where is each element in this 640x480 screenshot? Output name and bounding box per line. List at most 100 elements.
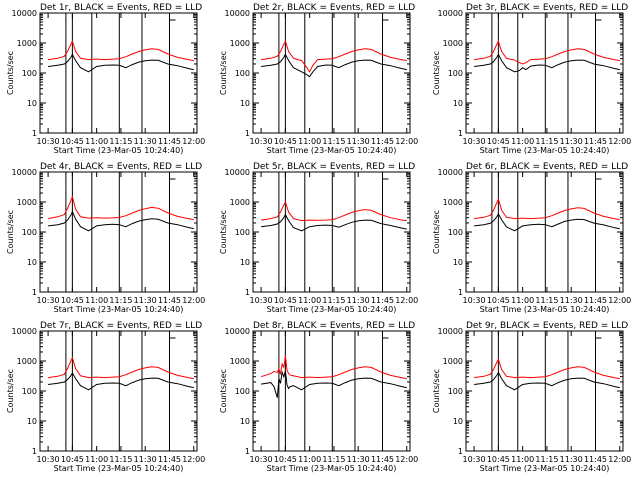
- x-tick-label: 10:30: [463, 455, 486, 464]
- x-axis-title: Start Time (23-Mar-05 10:24:40): [267, 146, 397, 155]
- x-axis-title: Start Time (23-Mar-05 10:24:40): [54, 305, 184, 314]
- y-tick-label: 1: [32, 288, 37, 297]
- y-axis-title: Counts/sec: [432, 369, 441, 413]
- y-tick-label: 1000: [17, 357, 37, 366]
- lld-series-line: [260, 355, 407, 380]
- y-tick-label: 1000: [230, 357, 250, 366]
- x-tick-label: 12:00: [182, 455, 205, 464]
- y-tick-label: 100: [448, 228, 463, 237]
- y-tick-label: 1: [245, 129, 250, 138]
- events-series-line: [48, 210, 194, 232]
- detector-panel-8: Det 8r, BLACK = Events, RED = LLD 1 10 100 1…: [219, 321, 418, 473]
- x-tick-label: 11:00: [298, 137, 321, 146]
- y-tick-label: 1: [458, 129, 463, 138]
- x-tick-label: 11:45: [584, 455, 607, 464]
- x-tick-label: 11:00: [511, 137, 534, 146]
- y-tick-label: 10: [240, 417, 250, 426]
- panel-title: Det 7r, BLACK = Events, RED = LLD: [40, 321, 202, 331]
- x-tick-label: 11:45: [584, 137, 607, 146]
- x-tick-label: 11:45: [371, 137, 394, 146]
- y-tick-label: 10: [453, 99, 463, 108]
- y-axis-title: Counts/sec: [6, 210, 15, 254]
- y-tick-label: 10: [453, 258, 463, 267]
- x-tick-label: 11:00: [85, 296, 108, 305]
- y-tick-label: 1000: [230, 39, 250, 48]
- bracket-mark: [168, 174, 176, 180]
- x-tick-label: 11:15: [109, 296, 132, 305]
- y-tick-label: 10000: [12, 168, 37, 177]
- x-tick-label: 11:30: [560, 137, 583, 146]
- x-tick-label: 12:00: [395, 296, 418, 305]
- x-tick-label: 11:45: [158, 137, 181, 146]
- x-tick-label: 12:00: [608, 455, 631, 464]
- events-series-line: [48, 53, 194, 73]
- panel-title: Det 6r, BLACK = Events, RED = LLD: [466, 162, 628, 172]
- x-tick-label: 12:00: [182, 296, 205, 305]
- x-tick-label: 11:30: [347, 296, 370, 305]
- x-axis-title: Start Time (23-Mar-05 10:24:40): [54, 464, 184, 473]
- plot-frame: [39, 171, 198, 293]
- x-tick-label: 11:30: [347, 137, 370, 146]
- x-tick-label: 11:30: [134, 296, 157, 305]
- detector-panel-3: Det 3r, BLACK = Events, RED = LLD 1 10 100 1…: [432, 3, 631, 155]
- y-tick-label: 10: [240, 99, 250, 108]
- lld-series-line: [48, 356, 194, 380]
- y-axis-title: Counts/sec: [219, 210, 228, 254]
- x-tick-label: 11:00: [85, 137, 108, 146]
- lld-series-line: [261, 200, 407, 222]
- x-tick-label: 11:30: [560, 296, 583, 305]
- y-tick-label: 100: [235, 387, 250, 396]
- bracket-mark: [381, 15, 389, 21]
- bracket-mark: [381, 174, 389, 180]
- y-axis-title: Counts/sec: [432, 51, 441, 95]
- lld-series-line: [48, 195, 194, 221]
- y-tick-label: 10000: [438, 168, 463, 177]
- detector-panel-9: Det 9r, BLACK = Events, RED = LLD 1 10 100 1…: [432, 321, 631, 473]
- x-tick-label: 10:45: [61, 455, 84, 464]
- x-tick-label: 11:00: [298, 455, 321, 464]
- x-tick-label: 11:00: [298, 296, 321, 305]
- x-tick-label: 11:15: [109, 455, 132, 464]
- x-tick-label: 12:00: [395, 455, 418, 464]
- y-tick-label: 10: [240, 258, 250, 267]
- panel-title: Det 8r, BLACK = Events, RED = LLD: [253, 321, 415, 331]
- events-series-line: [474, 371, 620, 391]
- x-axis-title: Start Time (23-Mar-05 10:24:40): [480, 305, 610, 314]
- x-axis-title: Start Time (23-Mar-05 10:24:40): [480, 464, 610, 473]
- y-axis-title: Counts/sec: [219, 369, 228, 413]
- x-tick-label: 12:00: [395, 137, 418, 146]
- x-tick-label: 10:30: [37, 137, 60, 146]
- y-tick-label: 10000: [225, 9, 250, 18]
- events-series-line: [261, 53, 407, 78]
- panel-title: Det 4r, BLACK = Events, RED = LLD: [40, 162, 202, 172]
- bracket-mark: [594, 333, 602, 339]
- x-tick-label: 11:30: [134, 455, 157, 464]
- lld-series-line: [474, 197, 620, 221]
- plot-frame: [252, 12, 411, 134]
- lld-series-line: [474, 39, 620, 65]
- x-tick-label: 10:45: [274, 296, 297, 305]
- detector-panel-5: Det 5r, BLACK = Events, RED = LLD 1 10 100 1…: [219, 162, 418, 314]
- x-tick-label: 10:30: [250, 137, 273, 146]
- plot-frame: [39, 12, 198, 134]
- y-tick-label: 100: [22, 387, 37, 396]
- y-tick-label: 100: [235, 228, 250, 237]
- y-tick-label: 1000: [230, 198, 250, 207]
- x-tick-label: 10:45: [487, 455, 510, 464]
- x-axis-title: Start Time (23-Mar-05 10:24:40): [267, 464, 397, 473]
- panel-title: Det 1r, BLACK = Events, RED = LLD: [40, 3, 202, 13]
- detector-panel-2: Det 2r, BLACK = Events, RED = LLD 1 10 100 1…: [219, 3, 418, 155]
- plot-frame: [465, 171, 624, 293]
- x-tick-label: 11:15: [322, 137, 345, 146]
- x-tick-label: 12:00: [608, 137, 631, 146]
- lld-series-line: [474, 357, 620, 380]
- y-tick-label: 1: [32, 447, 37, 456]
- events-series-line: [261, 370, 407, 398]
- x-tick-label: 11:00: [85, 455, 108, 464]
- lld-series-line: [261, 39, 407, 73]
- x-tick-label: 10:30: [250, 455, 273, 464]
- y-tick-label: 10000: [225, 168, 250, 177]
- y-tick-label: 100: [448, 387, 463, 396]
- x-tick-label: 11:15: [535, 296, 558, 305]
